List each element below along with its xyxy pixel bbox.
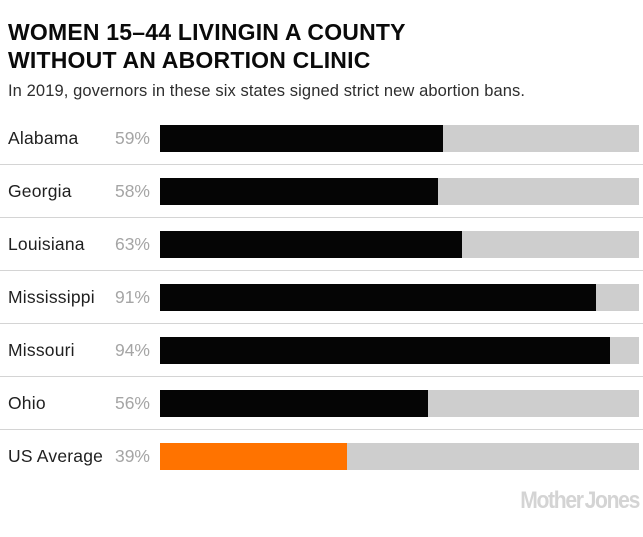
row-value: 58% bbox=[114, 180, 150, 201]
row-value: 59% bbox=[114, 127, 150, 148]
bar-fill bbox=[160, 124, 443, 152]
bar-fill bbox=[160, 283, 596, 311]
row-value: 91% bbox=[114, 286, 150, 307]
row-value: 63% bbox=[114, 233, 150, 254]
bar-chart: Alabama 59% Georgia 58% Louisiana 63% Mi… bbox=[0, 112, 643, 483]
bar-track bbox=[160, 389, 639, 417]
chart-header: WOMEN 15–44 LIVINGIN A COUNTY WITHOUT AN… bbox=[0, 0, 643, 101]
chart-row: Georgia 58% bbox=[0, 165, 643, 218]
bar-fill bbox=[160, 389, 429, 417]
row-label: US Average bbox=[8, 446, 104, 466]
chart-row: Missouri 94% bbox=[0, 324, 643, 377]
chart-title-line2: WITHOUT AN ABORTION CLINIC bbox=[8, 47, 371, 73]
chart-title: WOMEN 15–44 LIVINGIN A COUNTY WITHOUT AN… bbox=[8, 18, 633, 74]
bar-fill bbox=[160, 336, 611, 364]
chart-row: US Average 39% bbox=[0, 430, 643, 483]
row-label: Missouri bbox=[8, 339, 75, 360]
row-label: Alabama bbox=[8, 127, 79, 148]
chart-subtitle: In 2019, governors in these six states s… bbox=[8, 82, 526, 100]
mother-jones-logo: Mother Jones bbox=[520, 487, 640, 514]
bar-track bbox=[160, 124, 639, 152]
row-label: Georgia bbox=[8, 180, 72, 201]
row-value: 56% bbox=[114, 392, 150, 413]
chart-row: Mississippi 91% bbox=[0, 271, 643, 324]
bar-track bbox=[160, 336, 639, 364]
bar-fill bbox=[160, 230, 462, 258]
row-label: Louisiana bbox=[8, 233, 85, 254]
row-label: Ohio bbox=[8, 392, 46, 413]
row-label: Mississippi bbox=[8, 286, 95, 307]
bar-fill bbox=[160, 443, 347, 470]
row-value: 94% bbox=[114, 339, 150, 360]
bar-track bbox=[160, 230, 639, 258]
bar-track bbox=[160, 443, 639, 470]
bar-fill bbox=[160, 177, 438, 205]
chart-row: Ohio 56% bbox=[0, 377, 643, 430]
chart-row: Louisiana 63% bbox=[0, 218, 643, 271]
bar-track bbox=[160, 177, 639, 205]
bar-track bbox=[160, 283, 639, 311]
chart-title-line1: WOMEN 15–44 LIVINGIN A COUNTY bbox=[8, 19, 406, 45]
chart-row: Alabama 59% bbox=[0, 112, 643, 165]
row-value: 39% bbox=[114, 446, 150, 466]
